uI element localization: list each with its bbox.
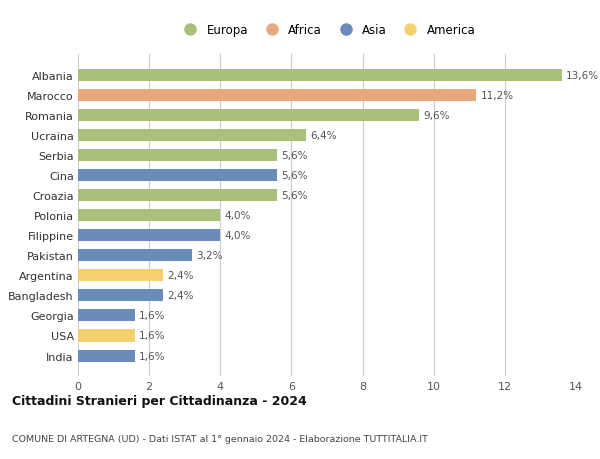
- Text: 2,4%: 2,4%: [167, 271, 194, 281]
- Bar: [78, 210, 220, 222]
- Bar: [78, 290, 163, 302]
- Text: COMUNE DI ARTEGNA (UD) - Dati ISTAT al 1° gennaio 2024 - Elaborazione TUTTITALIA: COMUNE DI ARTEGNA (UD) - Dati ISTAT al 1…: [12, 434, 428, 442]
- Text: 1,6%: 1,6%: [139, 351, 166, 361]
- Bar: [78, 190, 277, 202]
- Bar: [78, 330, 135, 342]
- Text: 3,2%: 3,2%: [196, 251, 223, 261]
- Text: 1,6%: 1,6%: [139, 331, 166, 341]
- Text: 5,6%: 5,6%: [281, 191, 308, 201]
- Text: 6,4%: 6,4%: [310, 131, 337, 141]
- Text: 2,4%: 2,4%: [167, 291, 194, 301]
- Bar: [78, 230, 220, 242]
- Bar: [78, 310, 135, 322]
- Text: 11,2%: 11,2%: [481, 91, 514, 101]
- Text: 1,6%: 1,6%: [139, 311, 166, 321]
- Bar: [78, 90, 476, 102]
- Bar: [78, 130, 305, 142]
- Text: 9,6%: 9,6%: [424, 111, 450, 121]
- Text: 5,6%: 5,6%: [281, 171, 308, 181]
- Bar: [78, 170, 277, 182]
- Text: 4,0%: 4,0%: [224, 231, 251, 241]
- Bar: [78, 150, 277, 162]
- Bar: [78, 110, 419, 122]
- Text: 4,0%: 4,0%: [224, 211, 251, 221]
- Text: 5,6%: 5,6%: [281, 151, 308, 161]
- Bar: [78, 250, 192, 262]
- Text: 13,6%: 13,6%: [566, 71, 599, 81]
- Text: Cittadini Stranieri per Cittadinanza - 2024: Cittadini Stranieri per Cittadinanza - 2…: [12, 394, 307, 407]
- Bar: [78, 270, 163, 282]
- Legend: Europa, Africa, Asia, America: Europa, Africa, Asia, America: [173, 19, 481, 42]
- Bar: [78, 350, 135, 362]
- Bar: [78, 70, 562, 82]
